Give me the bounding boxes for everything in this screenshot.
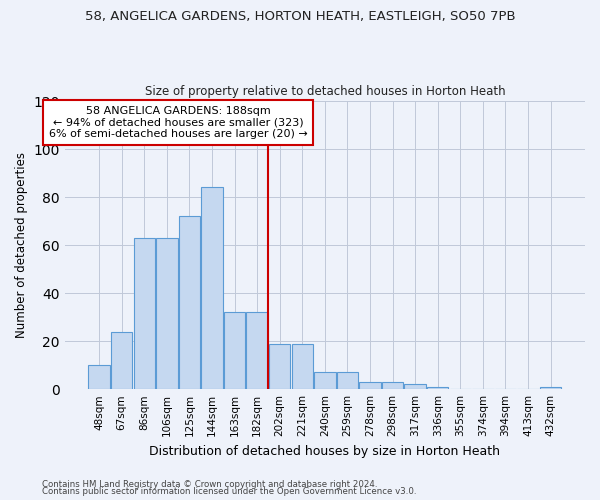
Bar xyxy=(404,384,426,389)
Bar xyxy=(202,188,223,389)
Text: Contains HM Land Registry data © Crown copyright and database right 2024.: Contains HM Land Registry data © Crown c… xyxy=(42,480,377,489)
X-axis label: Distribution of detached houses by size in Horton Heath: Distribution of detached houses by size … xyxy=(149,444,500,458)
Bar xyxy=(427,387,448,389)
Y-axis label: Number of detached properties: Number of detached properties xyxy=(15,152,28,338)
Bar xyxy=(247,312,268,389)
Bar xyxy=(292,344,313,389)
Bar xyxy=(224,312,245,389)
Title: Size of property relative to detached houses in Horton Heath: Size of property relative to detached ho… xyxy=(145,86,505,98)
Text: 58 ANGELICA GARDENS: 188sqm
← 94% of detached houses are smaller (323)
6% of sem: 58 ANGELICA GARDENS: 188sqm ← 94% of det… xyxy=(49,106,308,139)
Bar xyxy=(382,382,403,389)
Bar xyxy=(269,344,290,389)
Bar xyxy=(88,365,110,389)
Bar xyxy=(111,332,133,389)
Bar xyxy=(156,238,178,389)
Text: 58, ANGELICA GARDENS, HORTON HEATH, EASTLEIGH, SO50 7PB: 58, ANGELICA GARDENS, HORTON HEATH, EAST… xyxy=(85,10,515,23)
Bar xyxy=(359,382,381,389)
Bar xyxy=(179,216,200,389)
Text: Contains public sector information licensed under the Open Government Licence v3: Contains public sector information licen… xyxy=(42,487,416,496)
Bar xyxy=(540,387,562,389)
Bar xyxy=(134,238,155,389)
Bar xyxy=(337,372,358,389)
Bar xyxy=(314,372,335,389)
